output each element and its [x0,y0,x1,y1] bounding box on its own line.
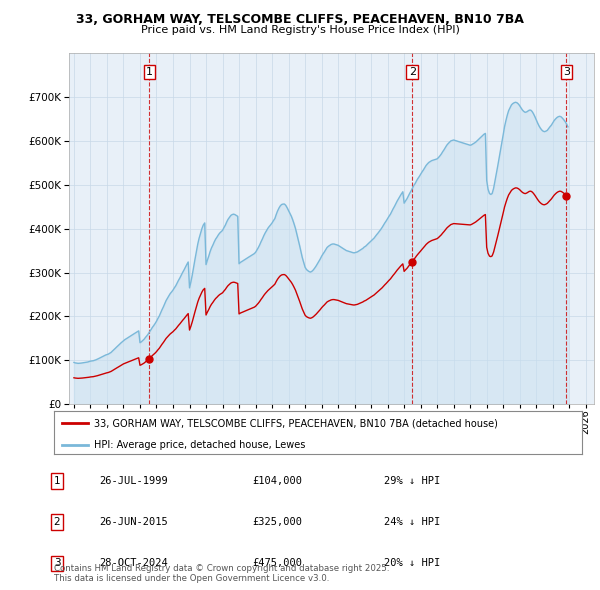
Text: £475,000: £475,000 [252,559,302,568]
Text: 3: 3 [563,67,570,77]
Text: 2: 2 [409,67,416,77]
Text: 1: 1 [53,476,61,486]
Text: 2: 2 [53,517,61,527]
Text: 29% ↓ HPI: 29% ↓ HPI [384,476,440,486]
Text: 1: 1 [146,67,153,77]
Text: 28-OCT-2024: 28-OCT-2024 [99,559,168,568]
Text: £104,000: £104,000 [252,476,302,486]
Text: 3: 3 [53,559,61,568]
Text: 26-JUL-1999: 26-JUL-1999 [99,476,168,486]
Text: Price paid vs. HM Land Registry's House Price Index (HPI): Price paid vs. HM Land Registry's House … [140,25,460,35]
Text: 20% ↓ HPI: 20% ↓ HPI [384,559,440,568]
Text: 33, GORHAM WAY, TELSCOMBE CLIFFS, PEACEHAVEN, BN10 7BA: 33, GORHAM WAY, TELSCOMBE CLIFFS, PEACEH… [76,13,524,26]
Text: 24% ↓ HPI: 24% ↓ HPI [384,517,440,527]
Text: 26-JUN-2015: 26-JUN-2015 [99,517,168,527]
Text: HPI: Average price, detached house, Lewes: HPI: Average price, detached house, Lewe… [94,440,305,450]
Text: £325,000: £325,000 [252,517,302,527]
Text: Contains HM Land Registry data © Crown copyright and database right 2025.
This d: Contains HM Land Registry data © Crown c… [54,563,389,583]
Text: 33, GORHAM WAY, TELSCOMBE CLIFFS, PEACEHAVEN, BN10 7BA (detached house): 33, GORHAM WAY, TELSCOMBE CLIFFS, PEACEH… [94,418,497,428]
